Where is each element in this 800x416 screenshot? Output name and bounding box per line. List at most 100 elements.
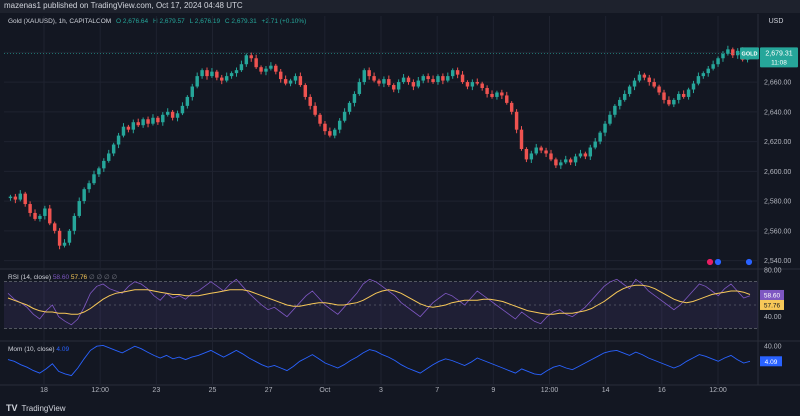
candle-body [283,79,288,84]
grid-lines [0,14,800,386]
low-value: L 2,676.19 [189,18,221,25]
candle-body [382,79,386,84]
currency-button[interactable]: USD [768,18,784,25]
candle-body [136,122,140,126]
candle-body [92,174,96,184]
event-icons [706,258,753,266]
rsi-null-1: ∅ [89,274,95,281]
publisher-text: mazenas1 published on TradingView.com, O… [4,1,243,10]
mom-value: 4.09 [56,346,70,353]
economic-event-icon [745,258,753,266]
candle-body [38,215,42,219]
symbol-title[interactable]: Gold (XAUUSD), 1h, CAPITALCOM [8,18,112,25]
candle-body [426,76,430,80]
candle-body [77,201,81,216]
candle-body [490,93,494,97]
candle-body [254,58,258,68]
candle-body [18,193,23,200]
time-tick-label: 18 [40,387,48,394]
time-tick-label: 9 [491,387,495,394]
candle-body [505,95,509,103]
candle-body [372,76,376,81]
candle-body [677,93,681,100]
candle-body [67,230,72,243]
candle-body [210,71,214,77]
mom-value-badge [760,356,782,367]
candle-body [131,122,136,130]
candle-body [446,76,450,81]
candle-body [524,149,529,160]
candle-body [672,99,676,105]
candle-body [534,147,538,154]
candle-body [564,159,568,163]
candle-body [126,126,131,130]
candle-body [568,159,573,163]
candle-body [175,113,180,118]
candle-body [362,70,366,83]
momentum-pane: 40.00 4.09 [7,344,782,377]
time-tick-label: 3 [379,387,383,394]
candle-body [224,76,229,81]
candle-body [401,77,406,83]
price-badge-countdown: 11:08 [771,59,787,66]
candle-body [598,132,602,142]
candle-body [48,208,52,224]
candle-body [121,126,126,136]
candle-body [293,76,298,81]
candle-body [632,80,637,87]
candle-body [573,156,578,163]
candle-body [436,76,440,83]
economic-event-icon [714,258,722,266]
price-axis: 2,680.002,660.002,640.002,620.002,600.00… [764,50,791,265]
candle-body [328,131,332,136]
candle-body [259,67,263,72]
candle-body [706,68,710,74]
rsi-tick-label: 40.00 [764,314,782,321]
candle-body [642,74,647,78]
candle-body [298,76,303,86]
symbol-badge [740,47,759,60]
rsi-ma-badge-text: 57.76 [764,302,781,309]
time-tick-label: 12:00 [709,387,727,394]
candle-body [392,85,396,90]
candle-body [347,102,352,112]
candle-body [43,208,47,216]
candle-body [342,111,347,121]
candle-body [544,150,548,154]
candle-body [519,129,524,149]
candle-body [205,70,209,77]
candle-body [244,55,249,65]
brand-name: TradingView [21,403,66,413]
candle-body [539,147,543,151]
candle-body [313,105,317,115]
candle-body [8,196,13,199]
candle-body [431,79,435,83]
chart-svg[interactable]: 2,680.002,660.002,640.002,620.002,600.00… [0,0,800,400]
candle-body [352,93,357,103]
economic-event-icon [706,258,714,266]
candle-body [681,93,686,97]
time-tick-label: 16 [658,387,666,394]
momentum-line [7,344,751,377]
candle-body [529,153,534,160]
candle-body [735,50,740,56]
footer: TV TradingView [0,400,800,416]
time-tick-label: 25 [209,387,217,394]
candle-body [151,117,155,124]
tradingview-brand[interactable]: TV TradingView [6,403,66,413]
candle-body [249,55,253,59]
candle-body [441,76,445,81]
candle-body [667,99,671,105]
candle-body [161,114,165,123]
rsi-ma-badge [760,299,784,310]
rsi-title: RSI (14, close) [8,274,51,281]
candle-body [57,230,62,246]
candle-body [337,120,342,130]
candle-body [549,153,553,160]
candle-body [588,147,593,157]
candle-body [141,119,145,126]
mom-legend: Mom (10, close) 4.09 [8,346,69,353]
symbol-badge-label: GOLD [742,52,758,58]
time-tick-label: 12:00 [91,387,109,394]
candle-body [146,119,150,124]
